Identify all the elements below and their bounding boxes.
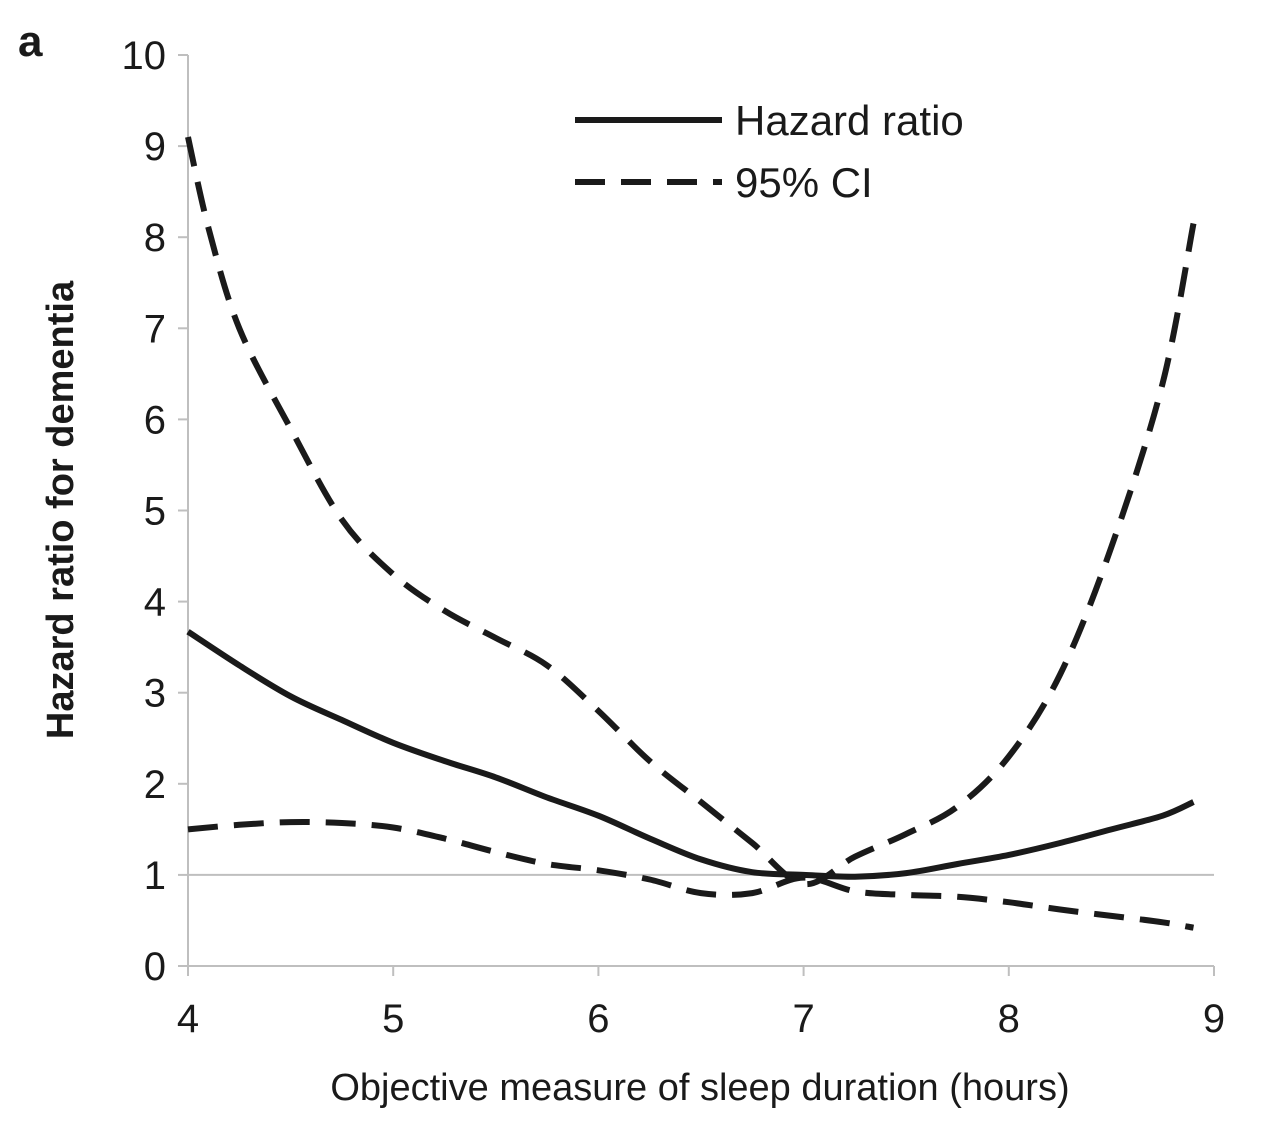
axes [187,55,1214,967]
y-tick-label: 8 [144,216,166,260]
y-tick-label: 6 [144,398,166,442]
x-tick-label: 8 [998,997,1020,1041]
series-line-hazard-ratio [186,629,1195,880]
x-tick-label: 4 [177,997,199,1041]
y-tick-label: 0 [144,945,166,989]
panel-label: a [18,17,43,66]
legend: Hazard ratio 95% CI [575,97,964,206]
series-line-95-ci [185,136,1197,888]
y-axis-title: Hazard ratio for dementia [40,280,82,739]
x-tick-label: 7 [792,997,814,1041]
y-tick-label: 5 [144,490,166,534]
y-tick-label: 9 [144,125,166,169]
y-tick-label: 1 [144,854,166,898]
y-tick-label: 2 [144,763,166,807]
y-tick-label: 10 [122,34,167,78]
legend-label-95-ci: 95% CI [735,159,873,206]
series-layer [185,136,1197,931]
x-tick-label: 6 [587,997,609,1041]
tick-layer: 0 1 2 3 4 5 6 7 8 9 10 4 5 6 7 8 9 [122,34,1226,1041]
series-line-95-ci-lower [187,818,1195,931]
x-axis-title: Objective measure of sleep duration (hou… [330,1067,1069,1109]
y-tick-label: 3 [144,672,166,716]
legend-label-hazard-ratio: Hazard ratio [735,97,964,144]
y-tick-label: 7 [144,307,166,351]
x-tick-label: 9 [1203,997,1225,1041]
x-tick-label: 5 [382,997,404,1041]
y-tick-label: 4 [144,581,166,625]
